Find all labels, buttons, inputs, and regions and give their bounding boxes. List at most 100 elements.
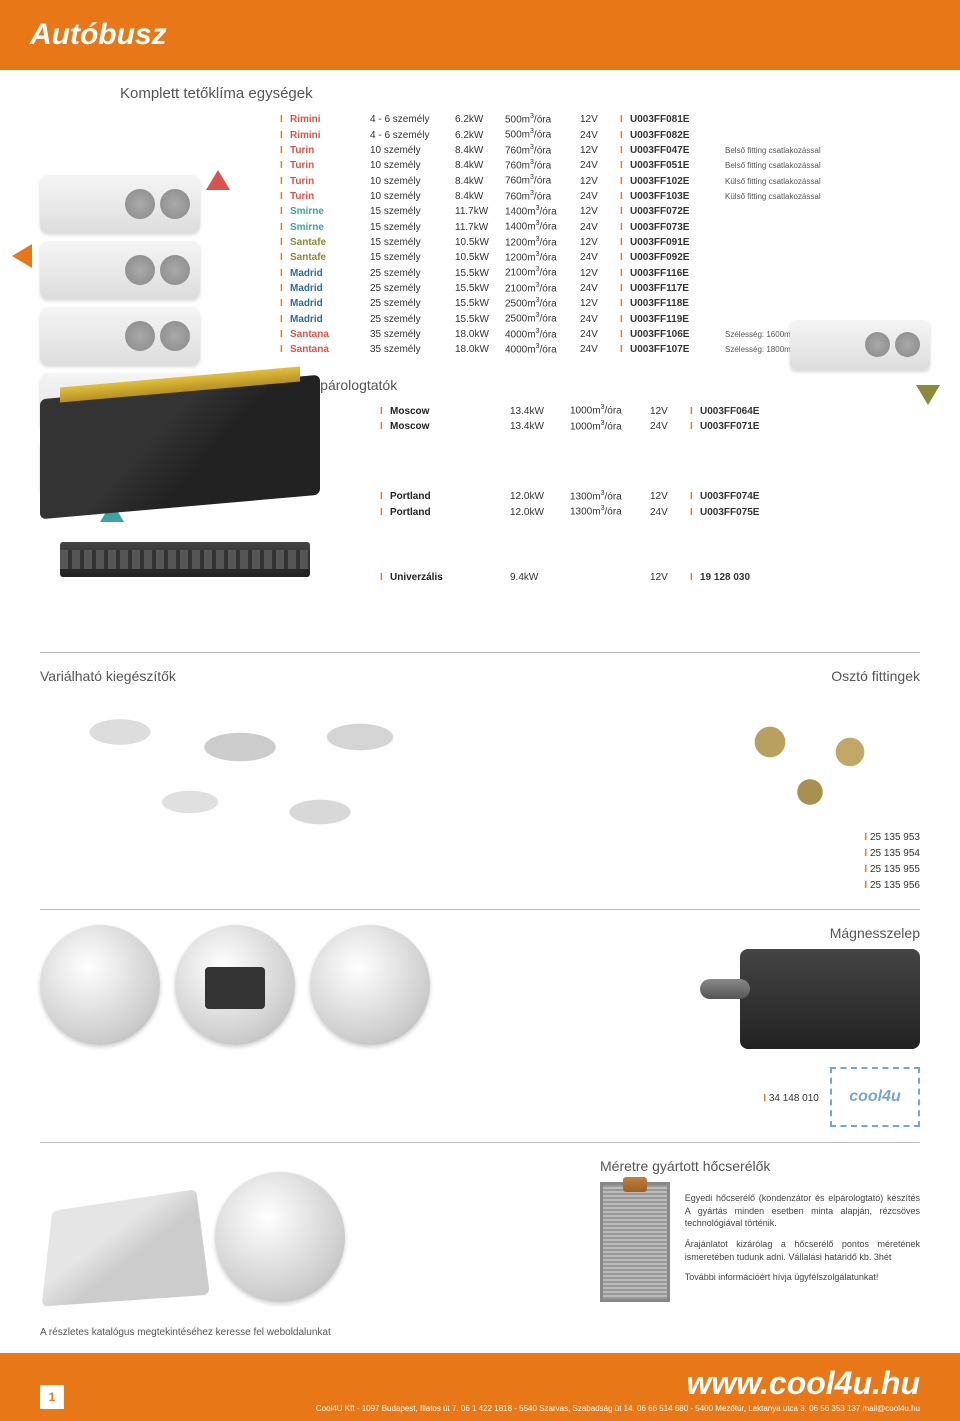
airflow: 1300m3/óra bbox=[570, 489, 650, 504]
code-row: I 25 135 953 bbox=[680, 830, 920, 846]
product-name: Santana bbox=[290, 342, 370, 357]
fitting-code: 25 135 956 bbox=[870, 880, 920, 891]
bullet-icon: I bbox=[280, 204, 290, 219]
product-name: Santana bbox=[290, 327, 370, 342]
panels-image bbox=[42, 1190, 210, 1307]
bullet-icon: I bbox=[280, 189, 290, 204]
heat-p2: Árajánlatot kizárólag a hőcserélő pontos… bbox=[685, 1238, 920, 1263]
voltage: 24V bbox=[580, 342, 620, 357]
bullet-icon: I bbox=[620, 189, 630, 204]
note: Szélesség: 1600mm bbox=[725, 329, 797, 341]
header-bar: Autóbusz bbox=[0, 0, 960, 70]
persons: 25 személy bbox=[370, 312, 455, 327]
product-code: U003FF075E bbox=[700, 505, 795, 520]
valve-title: Mágnesszelep bbox=[660, 925, 920, 941]
voltage: 24V bbox=[580, 158, 620, 173]
heatexchanger-section: Méretre gyártott hőcserélők Egyedi hőcse… bbox=[0, 1148, 960, 1322]
airflow: 2100m3/óra bbox=[505, 281, 580, 296]
bullet-icon: I bbox=[280, 281, 290, 296]
heat-p1: Egyedi hőcserélő (kondenzátor és elpárol… bbox=[685, 1192, 920, 1230]
bullet-icon: I bbox=[690, 489, 700, 504]
product-code: U003FF106E bbox=[630, 327, 725, 342]
voltage: 24V bbox=[580, 327, 620, 342]
product-name: Madrid bbox=[290, 281, 370, 296]
persons: 25 személy bbox=[370, 266, 455, 281]
bullet-icon: I bbox=[620, 158, 630, 173]
product-name: Moscow bbox=[390, 419, 510, 434]
table-row: IMadrid25 személy15.5kW2100m3/óra24VIU00… bbox=[280, 281, 920, 296]
bullet-icon: I bbox=[280, 266, 290, 281]
evaporator-table-1: IMoscow13.4kW1000m3/óra12VIU003FF064EIMo… bbox=[380, 403, 920, 434]
voltage: 24V bbox=[580, 220, 620, 235]
product-code: U003FF092E bbox=[630, 250, 725, 265]
power: 15.5kW bbox=[455, 266, 505, 281]
bullet-icon: I bbox=[280, 158, 290, 173]
divider bbox=[40, 909, 920, 910]
voltage: 24V bbox=[580, 189, 620, 204]
product-name: Santafe bbox=[290, 250, 370, 265]
product-name: Rimini bbox=[290, 112, 370, 127]
heat-title: Méretre gyártott hőcserélők bbox=[600, 1158, 920, 1174]
table-row: IMadrid25 személy15.5kW2500m3/óra12VIU00… bbox=[280, 296, 920, 311]
power: 11.7kW bbox=[455, 220, 505, 235]
table-row: ISantafe15 személy10.5kW1200m3/óra24VIU0… bbox=[280, 250, 920, 265]
product-name: Santafe bbox=[290, 235, 370, 250]
product-code: U003FF119E bbox=[630, 312, 725, 327]
voltage: 12V bbox=[650, 404, 690, 419]
product-code: U003FF047E bbox=[630, 143, 725, 158]
voltage: 24V bbox=[580, 312, 620, 327]
product-name: Smirne bbox=[290, 204, 370, 219]
bullet-icon: I bbox=[380, 419, 390, 434]
catalog-note: A részletes katalógus megtekintéséhez ke… bbox=[0, 1322, 960, 1353]
power: 11.7kW bbox=[455, 204, 505, 219]
bullet-icon: I bbox=[620, 174, 630, 189]
divider bbox=[40, 1142, 920, 1143]
table-row: IMadrid25 személy15.5kW2100m3/óra12VIU00… bbox=[280, 265, 920, 280]
airflow: 760m3/óra bbox=[505, 143, 580, 158]
bullet-icon: I bbox=[280, 220, 290, 235]
footer: 1 www.cool4u.hu Cool4U Kft - 1097 Budape… bbox=[0, 1353, 960, 1421]
airflow: 2500m3/óra bbox=[505, 311, 580, 326]
product-code: U003FF102E bbox=[630, 174, 725, 189]
table-row: ITurin10 személy8.4kW760m3/óra12VIU003FF… bbox=[280, 173, 920, 188]
persons: 15 személy bbox=[370, 204, 455, 219]
product-code: U003FF074E bbox=[700, 489, 795, 504]
bullet-icon: I bbox=[857, 830, 867, 846]
product-code: U003FF091E bbox=[630, 235, 725, 250]
bullet-icon: I bbox=[620, 312, 630, 327]
product-code: 19 128 030 bbox=[700, 570, 795, 585]
bullet-icon: I bbox=[620, 204, 630, 219]
heat-left-images bbox=[40, 1158, 580, 1302]
persons: 4 - 6 személy bbox=[370, 112, 455, 127]
persons: 35 személy bbox=[370, 327, 455, 342]
voltage: 12V bbox=[580, 204, 620, 219]
fitting-code: 25 135 954 bbox=[870, 848, 920, 859]
bullet-icon: I bbox=[620, 281, 630, 296]
product-name: Madrid bbox=[290, 312, 370, 327]
persons: 15 személy bbox=[370, 235, 455, 250]
bullet-icon: I bbox=[690, 419, 700, 434]
accessories-row: Variálható kiegészítők Osztó fittingek I… bbox=[0, 658, 960, 904]
bullet-icon: I bbox=[620, 220, 630, 235]
power: 10.5kW bbox=[455, 250, 505, 265]
marker-icon bbox=[206, 170, 230, 190]
variable-accessories: Variálható kiegészítők bbox=[40, 668, 660, 894]
page-number: 1 bbox=[40, 1385, 64, 1409]
power: 8.4kW bbox=[455, 189, 505, 204]
code-row: I 25 135 956 bbox=[680, 878, 920, 894]
power: 13.4kW bbox=[510, 404, 570, 419]
fittings-image bbox=[720, 692, 920, 822]
code-row: I 25 135 955 bbox=[680, 862, 920, 878]
circle-image bbox=[40, 925, 160, 1045]
bullet-icon: I bbox=[620, 250, 630, 265]
voltage: 12V bbox=[580, 296, 620, 311]
product-name: Madrid bbox=[290, 296, 370, 311]
power: 15.5kW bbox=[455, 281, 505, 296]
persons: 15 személy bbox=[370, 220, 455, 235]
voltage: 24V bbox=[650, 419, 690, 434]
evaporator-title: Kiegészítő elpárologtatók bbox=[240, 377, 920, 393]
page-title: Autóbusz bbox=[30, 18, 167, 52]
airflow: 4000m3/óra bbox=[505, 327, 580, 342]
circle-image bbox=[215, 1172, 345, 1302]
bullet-icon: I bbox=[280, 327, 290, 342]
